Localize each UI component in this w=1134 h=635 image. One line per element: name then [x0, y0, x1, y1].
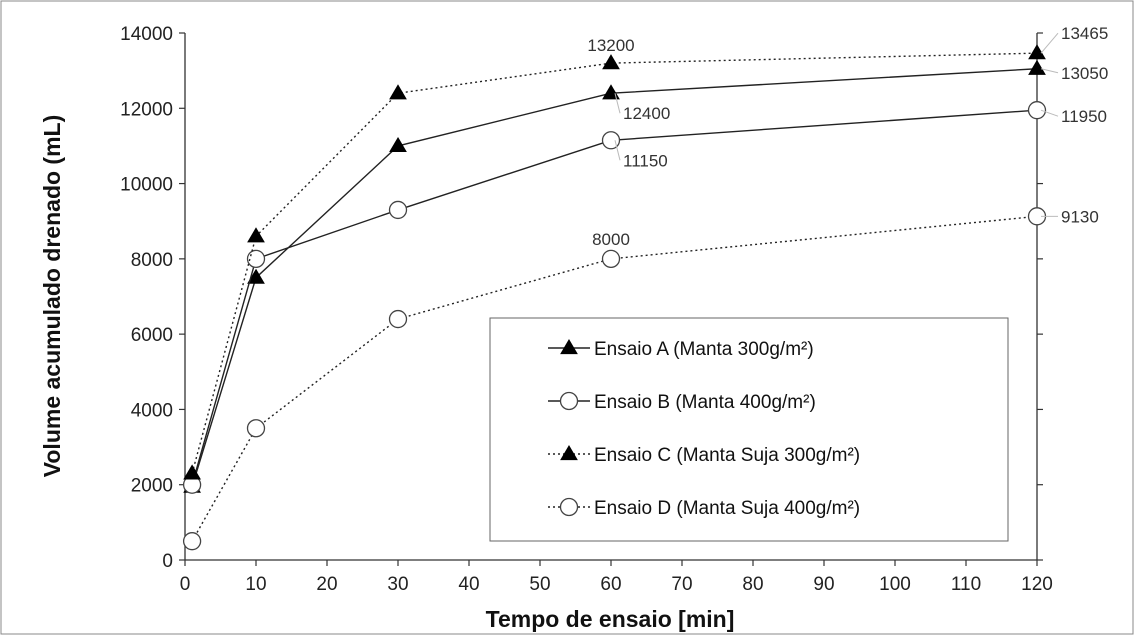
- series-b-point: [246, 249, 266, 269]
- series-a-point: [1028, 59, 1046, 75]
- series-b-point: [601, 131, 621, 150]
- legend: Ensaio A (Manta 300g/m²) Ensaio B (Manta …: [489, 317, 1009, 542]
- series-d-point: [388, 309, 408, 329]
- y-tick-label: 2000: [131, 476, 173, 497]
- series-b-point: [388, 200, 408, 220]
- legend-marker-point: [559, 497, 579, 517]
- x-tick-label: 10: [245, 574, 266, 595]
- data-label-leader: [614, 93, 621, 114]
- series-c-point: [389, 84, 407, 100]
- x-tick-label: 50: [529, 574, 550, 595]
- data-label: 13465: [1061, 24, 1108, 43]
- data-label-leader: [1040, 32, 1059, 54]
- data-label: 11150: [623, 151, 668, 170]
- series-a-point: [389, 136, 407, 153]
- x-tick-label: 70: [671, 574, 692, 595]
- y-tick-label: 4000: [131, 400, 173, 421]
- annotations-group: 13200 12400 11150 8000 13465 13050 11950 9130: [587, 24, 1108, 249]
- legend-label: Ensaio D (Manta Suja 400g/m²): [594, 498, 860, 519]
- x-axis-title: Tempo de ensaio [min]: [486, 606, 735, 632]
- y-tick-label: 0: [162, 551, 173, 572]
- legend-marker-point: [559, 391, 579, 411]
- y-tick-label: 8000: [131, 250, 173, 271]
- series-a-point: [602, 84, 620, 100]
- data-label: 12400: [623, 104, 670, 123]
- axes: 0 2000 4000 6000 8000 10000 12000 14000 0 10 20 30 4…: [120, 24, 1053, 595]
- series-c-point: [602, 54, 620, 70]
- data-label-leader: [1040, 68, 1059, 74]
- series-d-point: [601, 249, 621, 269]
- x-tick-label: 120: [1021, 574, 1053, 595]
- series-d-line: [191, 215, 1038, 542]
- x-tick-label: 90: [813, 574, 834, 595]
- series-b-point: [1027, 101, 1047, 120]
- series-c-point: [247, 227, 265, 243]
- series-group: [182, 44, 1047, 551]
- legend-label: Ensaio B (Manta 400g/m²): [594, 392, 816, 413]
- series-d: [182, 207, 1047, 551]
- data-label: 9130: [1061, 207, 1099, 226]
- series-c-point: [183, 464, 201, 480]
- series-d-point: [182, 532, 202, 551]
- x-tick-label: 60: [600, 574, 621, 595]
- x-tick-label: 110: [951, 574, 981, 595]
- data-label: 13200: [587, 36, 634, 55]
- x-tick-label: 100: [879, 574, 911, 595]
- x-tick-label: 30: [387, 574, 408, 595]
- legend-marker-point: [560, 339, 578, 355]
- y-tick-label: 12000: [120, 99, 173, 120]
- data-label-leader: [1040, 109, 1059, 117]
- data-label: 13050: [1061, 64, 1108, 83]
- x-tick-label: 0: [180, 574, 191, 595]
- series-a-point: [247, 268, 265, 284]
- data-label: 8000: [592, 230, 630, 249]
- y-tick-label: 14000: [120, 24, 173, 45]
- y-axis-title: Volume acumulado drenado (mL): [39, 115, 65, 478]
- legend-item-a: Ensaio A (Manta 300g/m²): [548, 339, 814, 360]
- series-c-point: [1028, 44, 1046, 60]
- legend-marker-point: [560, 445, 578, 461]
- y-tick-label: 10000: [120, 175, 173, 196]
- legend-item-d: Ensaio D (Manta Suja 400g/m²): [548, 497, 860, 519]
- x-tick-label: 80: [742, 574, 763, 595]
- series-c: [183, 44, 1046, 480]
- x-tick-label: 40: [458, 574, 479, 595]
- legend-label: Ensaio A (Manta 300g/m²): [594, 339, 814, 360]
- legend-label: Ensaio C (Manta Suja 300g/m²): [594, 445, 860, 466]
- data-label-leader: [614, 140, 621, 161]
- data-label: 11950: [1061, 107, 1107, 126]
- y-tick-label: 6000: [131, 325, 173, 346]
- legend-item-b: Ensaio B (Manta 400g/m²): [548, 391, 816, 413]
- legend-item-c: Ensaio C (Manta Suja 300g/m²): [548, 445, 860, 466]
- x-tick-label: 20: [316, 574, 337, 595]
- series-d-point: [246, 419, 266, 438]
